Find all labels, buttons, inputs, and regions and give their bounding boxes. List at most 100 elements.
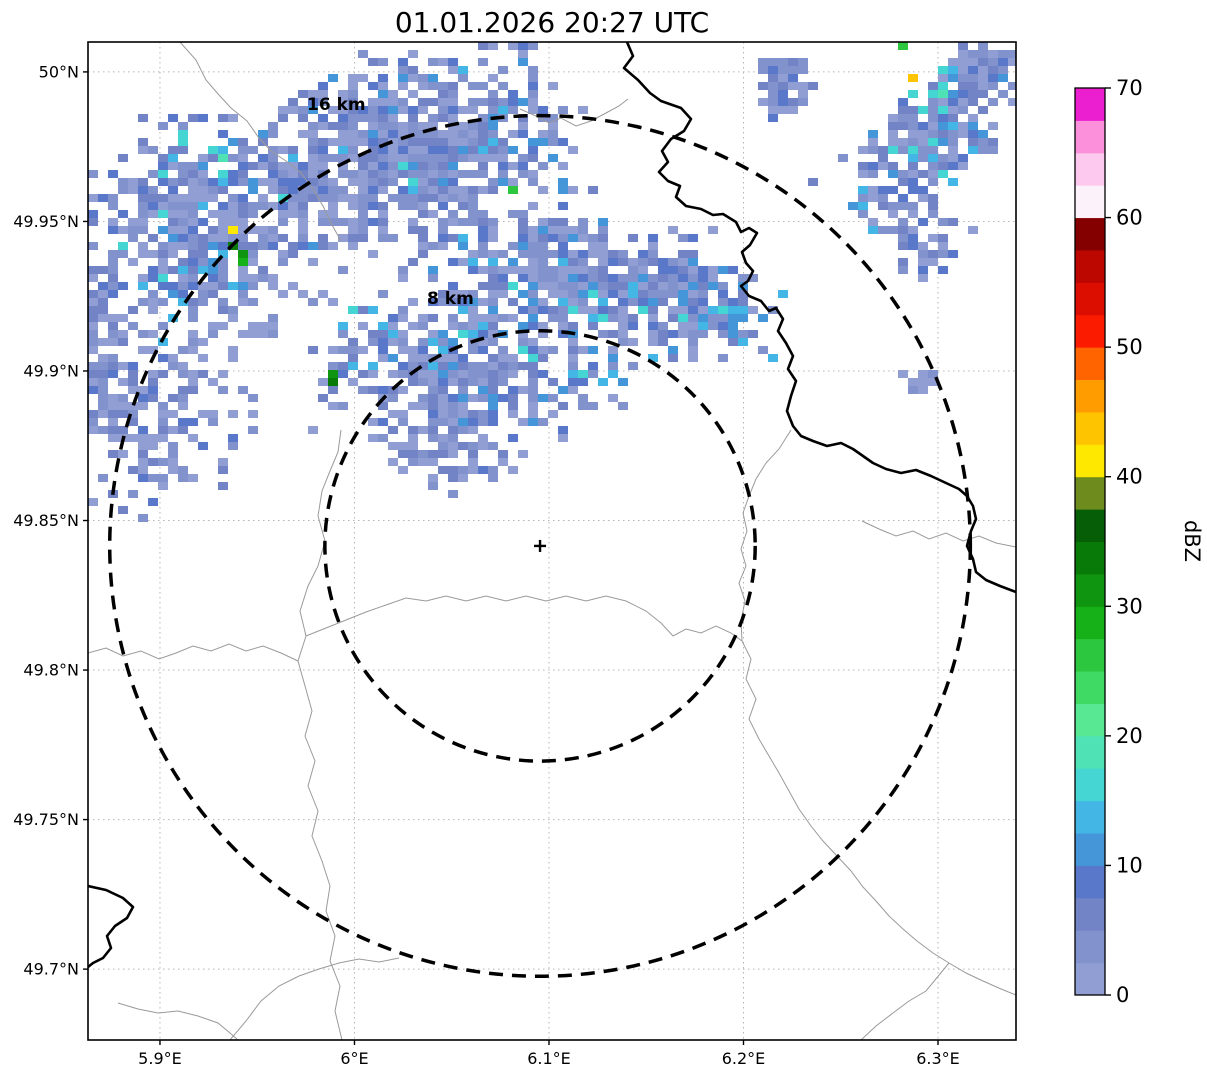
radar-echo-cell	[648, 338, 658, 346]
radar-echo-cell	[488, 138, 498, 146]
radar-echo-cell	[108, 250, 118, 258]
radar-echo-cell	[178, 298, 188, 306]
radar-echo-cell	[428, 242, 438, 250]
radar-echo-cell	[468, 266, 478, 274]
radar-echo-cell	[178, 362, 188, 370]
radar-echo-cell	[1008, 82, 1016, 90]
radar-echo-cell	[328, 74, 338, 82]
radar-echo-cell	[728, 298, 738, 306]
radar-echo-cell	[328, 402, 338, 410]
radar-echo-cell	[388, 370, 398, 378]
radar-echo-cell	[118, 154, 128, 162]
radar-echo-cell	[178, 194, 188, 202]
range-ring	[107, 113, 973, 979]
radar-echo-cell	[308, 258, 318, 266]
radar-echo-cell	[618, 298, 628, 306]
radar-echo-cell	[498, 266, 508, 274]
radar-echo-cell	[508, 298, 518, 306]
radar-echo-cell	[518, 114, 528, 122]
radar-echo-cell	[98, 290, 108, 298]
radar-echo-cell	[258, 330, 268, 338]
colorbar-segment	[1075, 962, 1105, 996]
radar-echo-cell	[618, 314, 628, 322]
radar-echo-cell	[358, 346, 368, 354]
radar-echo-cell	[338, 194, 348, 202]
radar-echo-cell	[198, 410, 208, 418]
radar-echo-cell	[878, 154, 888, 162]
radar-echo-cell	[458, 234, 468, 242]
radar-echo-cell	[178, 138, 188, 146]
radar-echo-cell	[388, 106, 398, 114]
radar-echo-cell	[268, 178, 278, 186]
radar-echo-cell	[328, 154, 338, 162]
radar-echo-cell	[338, 266, 348, 274]
radar-echo-cell	[568, 258, 578, 266]
radar-echo-cell	[498, 354, 508, 362]
radar-echo-cell	[858, 146, 868, 154]
radar-echo-cell	[128, 258, 138, 266]
radar-echo-cell	[538, 218, 548, 226]
radar-echo-cell	[158, 258, 168, 266]
radar-echo-cell	[608, 330, 618, 338]
radar-echo-cell	[468, 170, 478, 178]
radar-echo-cell	[428, 314, 438, 322]
radar-echo-cell	[348, 194, 358, 202]
radar-echo-cell	[298, 218, 308, 226]
radar-echo-cell	[848, 202, 858, 210]
radar-echo-cell	[428, 418, 438, 426]
radar-echo-cell	[208, 322, 218, 330]
radar-echo-cell	[488, 386, 498, 394]
radar-echo-cell	[508, 90, 518, 98]
radar-echo-cell	[448, 450, 458, 458]
radar-echo-cell	[968, 138, 978, 146]
radar-echo-cell	[468, 82, 478, 90]
radar-echo-cell	[928, 258, 938, 266]
radar-echo-cell	[488, 258, 498, 266]
radar-echo-cell	[528, 346, 538, 354]
radar-echo-cell	[558, 322, 568, 330]
radar-echo-cell	[218, 386, 228, 394]
radar-echo-cell	[158, 210, 168, 218]
radar-echo-cell	[438, 338, 448, 346]
radar-echo-cell	[948, 250, 958, 258]
radar-echo-cell	[228, 210, 238, 218]
radar-echo-cell	[858, 202, 868, 210]
radar-echo-cell	[358, 322, 368, 330]
colorbar-segment	[1075, 897, 1105, 931]
radar-echo-cell	[558, 138, 568, 146]
radar-echo-cell	[588, 266, 598, 274]
radar-echo-cell	[168, 362, 178, 370]
radar-echo-cell	[928, 130, 938, 138]
radar-echo-cell	[458, 466, 468, 474]
radar-echo-cell	[148, 346, 158, 354]
radar-echo-cell	[178, 274, 188, 282]
radar-echo-cell	[498, 162, 508, 170]
radar-echo-cell	[288, 210, 298, 218]
radar-echo-cell	[158, 250, 168, 258]
radar-echo-cell	[728, 338, 738, 346]
radar-echo-cell	[428, 394, 438, 402]
radar-echo-cell	[178, 122, 188, 130]
radar-echo-cell	[728, 314, 738, 322]
radar-echo-cell	[368, 106, 378, 114]
radar-echo-cell	[528, 106, 538, 114]
radar-echo-cell	[358, 194, 368, 202]
radar-echo-cell	[138, 146, 148, 154]
radar-echo-cell	[428, 138, 438, 146]
radar-echo-cell	[728, 322, 738, 330]
radar-echo-cell	[678, 282, 688, 290]
radar-echo-cell	[168, 226, 178, 234]
radar-echo-cell	[478, 226, 488, 234]
radar-echo-cell	[958, 42, 968, 50]
radar-echo-cell	[658, 282, 668, 290]
radar-echo-cell	[948, 98, 958, 106]
radar-echo-cell	[568, 250, 578, 258]
radar-echo-feature-cell	[328, 378, 338, 386]
radar-echo-cell	[398, 194, 408, 202]
radar-echo-cell	[498, 346, 508, 354]
radar-echo-cell	[358, 218, 368, 226]
radar-echo-cell	[88, 266, 98, 274]
radar-echo-cell	[458, 418, 468, 426]
radar-echo-cell	[468, 322, 478, 330]
radar-echo-cell	[658, 338, 668, 346]
